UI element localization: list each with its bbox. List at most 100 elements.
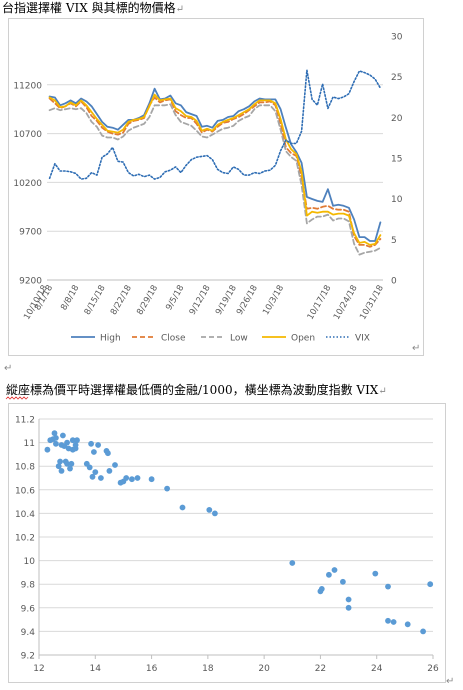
scatter-point	[91, 449, 97, 455]
scatter-point	[372, 570, 379, 577]
scatter-point	[92, 469, 99, 475]
x-tick-label: 8/15/18	[83, 284, 108, 317]
scatter-point	[51, 430, 58, 437]
paragraph-mark: ↵	[446, 676, 455, 687]
scatter-point	[60, 432, 66, 439]
scatter-point	[88, 440, 94, 447]
scatter-point	[289, 560, 296, 566]
scatter-point	[340, 578, 346, 585]
y-tick-label: 9200	[19, 277, 42, 287]
legend-item-close: Close	[132, 334, 186, 344]
scatter-point	[106, 468, 113, 474]
x-tick-label: 12	[33, 664, 44, 674]
scatter-point	[427, 581, 434, 588]
paragraph-mark: ↵	[175, 4, 184, 15]
scatter-point	[95, 442, 101, 448]
x-tick-label: 8/22/18	[109, 284, 134, 317]
scatter-point	[404, 621, 411, 628]
vix-vs-option-scatter-chart: 9.2 9.4 9.6 9.8 10 10.2 10.4 10.6 10.8 11 11.2 12 14…	[15, 416, 439, 675]
y-tick-label: 10700	[13, 130, 42, 140]
scatter-point	[134, 475, 141, 481]
scatter-point	[331, 567, 338, 573]
x-tick-label: 16	[146, 664, 158, 674]
x-tick-label: 8/29/18	[135, 284, 160, 317]
scatter-point	[420, 628, 426, 635]
scatter-point	[148, 476, 155, 483]
scatter-point	[53, 440, 59, 447]
document-caption-1: 台指選擇權 VIX 與其標的物價格↵	[2, 1, 184, 16]
scatter-point	[44, 446, 51, 453]
y-tick-label: 10.8	[15, 463, 35, 473]
scatter-point	[390, 619, 397, 625]
scatter-point	[89, 473, 96, 480]
y2-tick-label: 15	[391, 155, 402, 165]
x-tick-label: 9/5/18	[164, 284, 186, 313]
x-tick-label: 22	[315, 664, 326, 674]
scatter-point	[58, 468, 65, 474]
y-tick-label: 9.4	[21, 628, 36, 638]
scatter-point	[112, 462, 118, 468]
scatter-point	[69, 437, 76, 444]
y-tick-label: 9700	[19, 228, 42, 238]
scatter-point	[179, 504, 186, 511]
scatter-point	[57, 458, 63, 465]
scatter-point	[72, 442, 79, 448]
scatter-point	[385, 617, 391, 624]
scatter-point	[68, 460, 75, 467]
document-caption-2: 縱座標為價平時選擇權最低價的金融/1000，橫坐標為波動度指數 VIX↵	[6, 383, 387, 398]
series-line-close	[48, 96, 382, 248]
y2-tick-label: 25	[391, 73, 402, 83]
scatter-point	[206, 507, 213, 513]
scatter-point	[345, 604, 352, 611]
scatter-point	[86, 464, 93, 471]
y-tick-label: 9.8	[21, 581, 36, 591]
series-line-open	[48, 93, 382, 246]
legend-item-high: High	[71, 334, 121, 344]
scatter-point	[98, 475, 104, 481]
x-tick-label: 10/31/18	[358, 284, 386, 322]
series-line-vix	[48, 69, 382, 180]
legend-label: High	[100, 334, 121, 344]
legend-item-open: Open	[262, 334, 315, 344]
y2-tick-label: 0	[391, 277, 397, 287]
scatter-point	[318, 586, 325, 592]
spelling-squiggle	[5, 396, 29, 400]
x-tick-label: 10/17/18	[306, 284, 334, 322]
x-tick-label: 10/3/18	[261, 284, 286, 317]
scatter-point	[67, 465, 73, 472]
paragraph-mark: ↵	[378, 386, 387, 397]
scatter-chart-box[interactable]: 9.2 9.4 9.6 9.8 10 10.2 10.4 10.6 10.8 11 11.2 12 14…	[8, 403, 446, 683]
line-chart-box[interactable]: 9200 9700 10200 10700 11200 0 5 10 15 20 25 30 8/1/1…	[8, 18, 424, 356]
scatter-point	[53, 435, 59, 441]
y-tick-label: 11200	[13, 81, 42, 91]
x-tick-label: 14	[90, 664, 102, 674]
y2-tick-label: 5	[391, 236, 397, 246]
legend-item-vix: VIX	[326, 334, 370, 344]
scatter-point	[345, 596, 352, 603]
paragraph-mark: ↵	[412, 343, 421, 354]
scatter-point	[385, 583, 391, 590]
caption-1-text: 台指選擇權 VIX 與其標的物價格	[2, 1, 176, 15]
paragraph-mark: ↵	[4, 363, 13, 374]
scatter-point	[164, 485, 171, 492]
y-tick-label: 10.6	[15, 486, 35, 496]
x-tick-label: 24	[371, 664, 383, 674]
x-tick-label: 8/8/18	[59, 284, 81, 313]
scatter-point	[64, 460, 70, 467]
x-tick-label: 10/24/18	[332, 284, 360, 322]
y2-tick-label: 20	[391, 114, 403, 124]
scatter-point	[105, 450, 111, 457]
y-tick-label: 9.6	[21, 604, 36, 614]
scatter-point	[123, 475, 130, 481]
scatter-point	[326, 571, 332, 578]
series-line-high	[48, 87, 382, 242]
scatter-point	[55, 463, 62, 470]
scatter-point	[74, 437, 80, 444]
x-tick-label: 20	[258, 664, 270, 674]
y-tick-label: 10	[24, 557, 36, 567]
x-tick-label: 18	[202, 664, 214, 674]
scatter-point	[129, 476, 135, 483]
y-tick-label: 11	[24, 439, 35, 449]
y-tick-label: 9.2	[21, 652, 35, 662]
caption-2-text: 縱座標為價平時選擇權最低價的金融/1000，橫坐標為波動度指數 VIX	[6, 383, 379, 397]
